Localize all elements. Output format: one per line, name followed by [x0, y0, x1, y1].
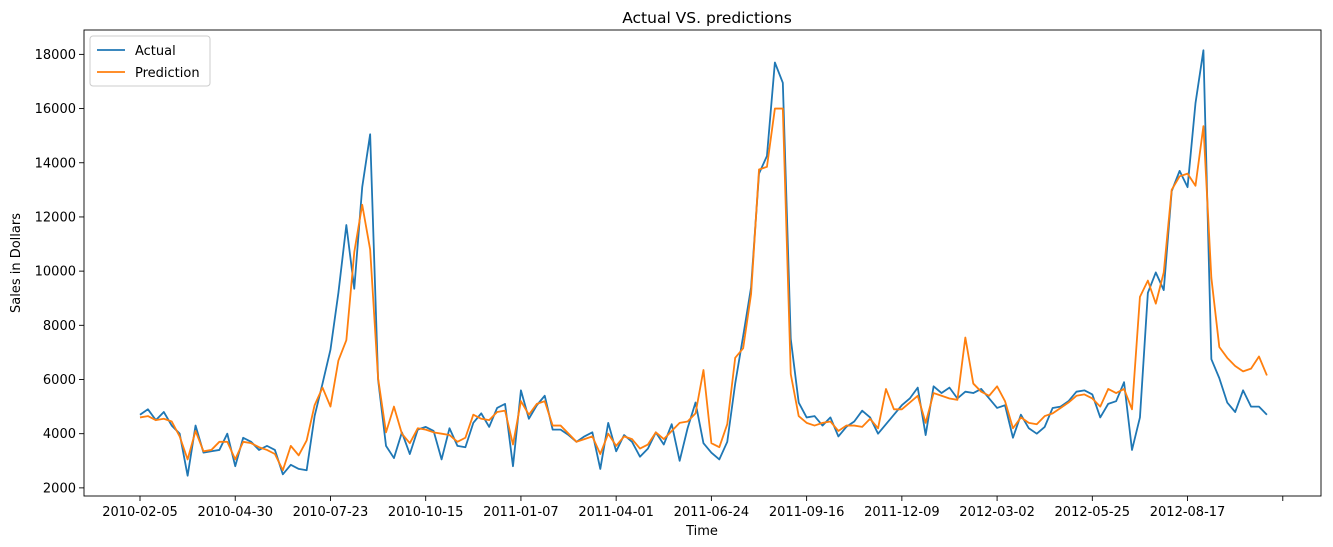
x-tick-label: 2010-10-15 [388, 505, 464, 520]
x-axis: 2010-02-05 2010-04-30 2010-07-23 2010-10-15… [102, 496, 1284, 520]
series-line-prediction [139, 107, 1268, 472]
y-tick-label: 8000 [43, 319, 76, 334]
x-tick-label: 2011-12-09 [864, 505, 940, 520]
plot-area [139, 49, 1268, 477]
x-tick-label: 2012-05-25 [1055, 505, 1131, 520]
chart-title: Actual VS. predictions [622, 9, 792, 27]
legend-box [89, 35, 211, 87]
x-tick-label: 2012-08-17 [1150, 505, 1226, 520]
y-tick-label: 10000 [35, 265, 76, 280]
y-tick-label: 2000 [43, 481, 76, 496]
legend-label-prediction: Prediction [135, 66, 200, 81]
y-tick-label: 18000 [35, 48, 76, 63]
x-tick-label: 2011-06-24 [674, 505, 750, 520]
y-tick-label: 14000 [35, 156, 76, 171]
x-tick-label: 2010-07-23 [293, 505, 369, 520]
series-line-actual [139, 49, 1268, 477]
y-tick-label: 6000 [43, 373, 76, 388]
x-tick-label: 2012-03-02 [959, 505, 1035, 520]
x-tick-label: 2010-02-05 [102, 505, 178, 520]
x-tick-label: 2010-04-30 [197, 505, 273, 520]
x-tick-label: 2011-01-07 [483, 505, 559, 520]
y-tick-label: 12000 [35, 210, 76, 225]
legend: Actual Prediction [89, 35, 211, 87]
y-axis: 2000 4000 6000 8000 10000 12000 14000 16000 1800… [35, 48, 84, 496]
x-tick-label: 2011-04-01 [578, 505, 654, 520]
legend-label-actual: Actual [135, 44, 176, 59]
plot-frame [83, 29, 1322, 497]
y-axis-label: Sales in Dollars [9, 213, 24, 313]
x-tick-label: 2011-09-16 [769, 505, 845, 520]
y-tick-label: 4000 [43, 427, 76, 442]
y-tick-label: 16000 [35, 102, 76, 117]
x-axis-label: Time [685, 524, 718, 539]
